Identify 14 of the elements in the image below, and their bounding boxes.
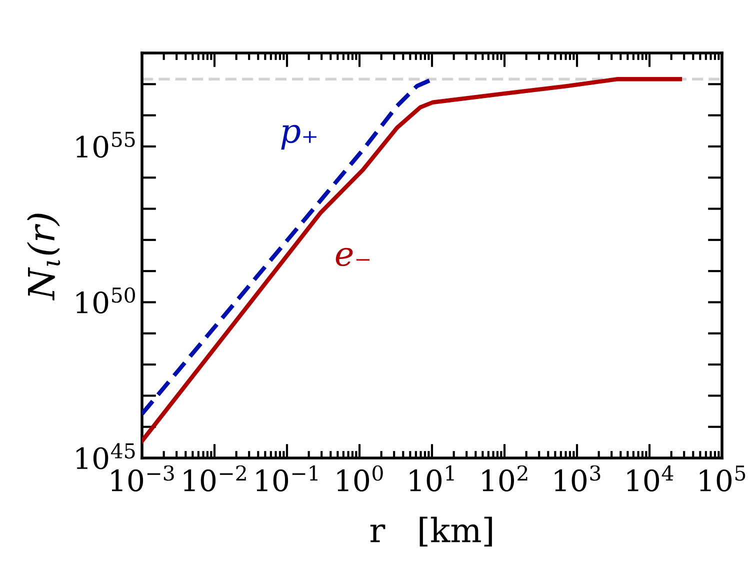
x-tick-label: 10$^{−2}$ xyxy=(184,465,246,492)
y-tick-label: 10$^{50}$ xyxy=(76,287,135,314)
x-axis-title: r [km] xyxy=(370,516,492,547)
x-tick-label: 10$^{−1}$ xyxy=(256,465,318,492)
x-tick-label: 10$^{4}$ xyxy=(627,465,674,492)
y-tick-label: 10$^{55}$ xyxy=(76,132,135,158)
x-tick-label: 10$^{5}$ xyxy=(700,466,746,492)
y-axis-title: N$_{ι}$(r) xyxy=(26,214,60,300)
series-label: e₋ xyxy=(336,248,370,266)
x-tick-label: 10$^{1}$ xyxy=(410,465,454,492)
x-tick-label: 10$^{0}$ xyxy=(337,465,383,492)
x-tick-label: 10$^{3}$ xyxy=(554,465,600,492)
x-tick-label: 10$^{2}$ xyxy=(482,465,528,492)
series-label: p₊ xyxy=(281,124,316,150)
